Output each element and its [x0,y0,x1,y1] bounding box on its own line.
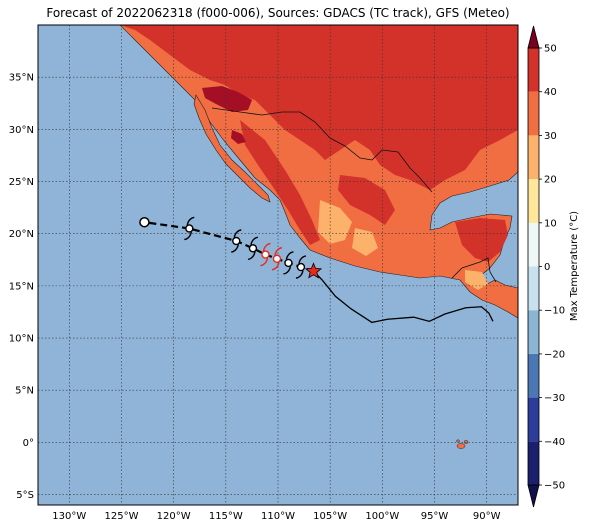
lat-tick-label: 20°N [9,229,34,240]
colorbar-tick-label: −40 [544,437,565,448]
colorbar-band [528,397,539,442]
colorbar-label: Max Temperature (°C) [569,211,580,321]
colorbar-band [528,266,539,311]
hot-zone-yucatan [455,218,508,262]
lat-tick-label: 15°N [9,281,34,292]
lat-tick-label: 5°N [15,386,34,397]
latitude-tick-labels: 35°N 30°N 25°N 20°N 15°N 10°N 5°N 0° 5°S [9,73,34,501]
lon-tick-label: 120°W [157,511,191,522]
colorbar-tick-label: 0 [544,262,550,273]
past-track [313,270,494,324]
tropical-storm-icon [271,247,283,271]
lat-tick-label: 5°S [16,490,34,501]
colorbar-band [528,91,539,136]
tropical-storm-icon [247,236,259,261]
lon-tick-label: 125°W [104,511,138,522]
colorbar-extend-high [527,25,540,49]
colorbar-tick-label: −20 [544,349,565,360]
colorbar-tick-label: −30 [544,393,565,404]
galapagos-island [456,439,460,443]
colorbar-tick-label: 50 [544,44,557,55]
colorbar-band [528,441,539,485]
galapagos-island [456,443,466,449]
hot-zone-north [120,25,518,190]
lat-tick-label: 25°N [9,177,34,188]
current-position-star-icon [304,262,323,279]
figure-title: Forecast of 2022062318 (f000-006), Sourc… [46,6,510,20]
lon-tick-label: 105°W [313,511,347,522]
colorbar-band [528,135,539,180]
cool-zone-guatemala [465,270,488,290]
colorbar-tick-label: −10 [544,306,565,317]
lon-tick-label: 95°W [421,511,449,522]
lon-tick-label: 100°W [365,511,399,522]
lat-tick-label: 0° [23,438,34,449]
track-markers [139,216,323,279]
us-mexico-border [211,107,433,193]
lat-tick-label: 10°N [9,334,34,345]
hottest-core-sonora [202,86,252,112]
cool-zone-central [352,228,378,256]
colorbar-tick-label: 10 [544,218,557,229]
colorbar-tick-label: 20 [544,175,557,186]
colorbar-band [528,179,539,223]
lon-tick-label: 110°W [261,511,295,522]
colorbar-band [528,310,539,354]
colorbar-tick-label: 40 [544,87,557,98]
colorbar-extend-low [527,484,540,508]
low-pressure-circle-icon [139,216,150,228]
lon-tick-label: 115°W [209,511,243,522]
tropical-storm-icon [283,251,294,275]
colorbar-tick-label: 30 [544,131,557,142]
baja-california [193,94,271,203]
cool-zone-plateau [318,200,352,244]
hot-zone-sierra [240,120,320,245]
colorbar-tick-label: −50 [544,481,565,492]
tropical-storm-icon [184,216,195,241]
lon-tick-label: 90°W [473,511,501,522]
past-track-line [313,270,494,324]
colorbar-band [528,48,539,92]
hottest-core-gulf [231,130,246,144]
graticule [38,25,518,505]
galapagos-island [463,440,469,444]
lon-tick-label: 130°W [52,511,86,522]
colorbar: 50 40 30 20 10 0 −10 −20 −30 −40 −50 [527,25,565,508]
colorbar-band [528,353,539,398]
tropical-storm-icon [231,229,242,253]
hot-zone-east [338,175,395,225]
tropical-storm-icon [260,242,271,267]
lat-tick-label: 35°N [9,73,34,84]
tropical-storm-icon [295,255,307,279]
guatemala-border [451,257,497,283]
map-frame [37,24,519,506]
land-layer [119,25,518,449]
longitude-tick-labels: 130°W 125°W 120°W 115°W 110°W 105°W 100°W 95°W 9… [52,511,500,522]
colorbar-band [528,222,539,267]
lat-tick-label: 30°N [9,125,34,136]
